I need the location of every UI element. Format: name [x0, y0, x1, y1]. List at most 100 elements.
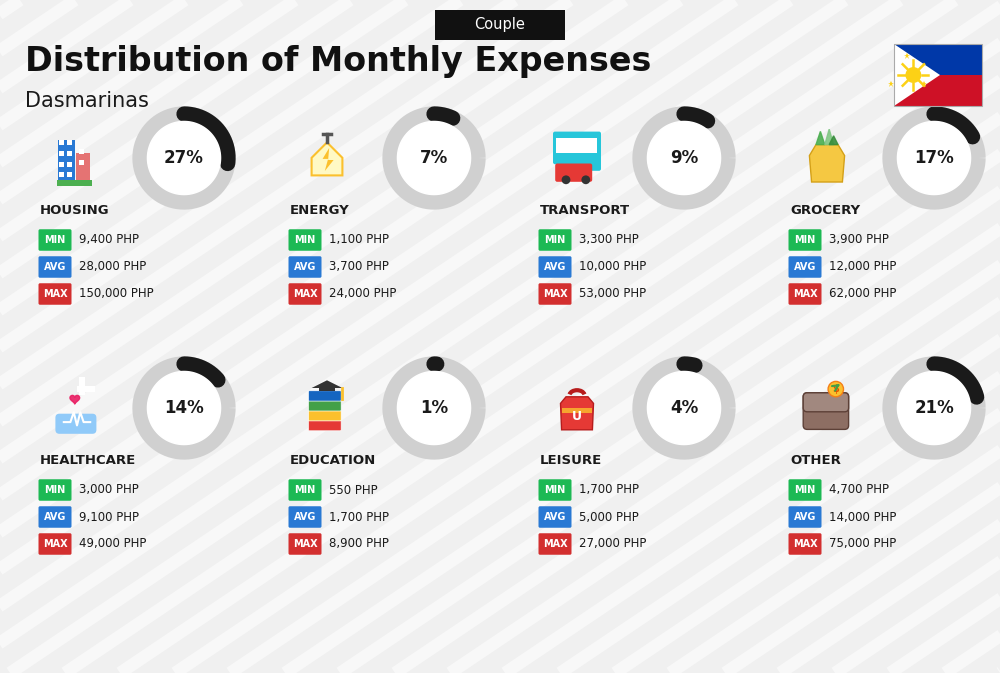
FancyBboxPatch shape	[55, 414, 96, 434]
FancyBboxPatch shape	[789, 229, 822, 251]
FancyBboxPatch shape	[562, 408, 592, 413]
Text: AVG: AVG	[794, 512, 816, 522]
Text: MIN: MIN	[294, 235, 316, 245]
Text: 3,000 PHP: 3,000 PHP	[79, 483, 139, 497]
FancyBboxPatch shape	[538, 506, 572, 528]
Text: 150,000 PHP: 150,000 PHP	[79, 287, 154, 301]
Text: MAX: MAX	[543, 539, 567, 549]
Text: 27,000 PHP: 27,000 PHP	[579, 538, 646, 551]
Text: LEISURE: LEISURE	[540, 454, 602, 466]
FancyBboxPatch shape	[38, 229, 72, 251]
Polygon shape	[894, 75, 982, 106]
Text: 4,700 PHP: 4,700 PHP	[829, 483, 889, 497]
FancyBboxPatch shape	[789, 479, 822, 501]
Polygon shape	[825, 129, 834, 145]
FancyBboxPatch shape	[67, 151, 72, 156]
Polygon shape	[312, 143, 342, 176]
FancyBboxPatch shape	[553, 132, 601, 164]
FancyBboxPatch shape	[789, 256, 822, 278]
Text: 28,000 PHP: 28,000 PHP	[79, 260, 146, 273]
Text: 75,000 PHP: 75,000 PHP	[829, 538, 896, 551]
Polygon shape	[312, 380, 342, 388]
FancyBboxPatch shape	[59, 151, 64, 156]
Text: $: $	[832, 384, 839, 394]
FancyBboxPatch shape	[288, 229, 322, 251]
FancyBboxPatch shape	[803, 393, 849, 412]
Circle shape	[581, 176, 590, 184]
Polygon shape	[894, 44, 940, 106]
Text: 3,300 PHP: 3,300 PHP	[579, 234, 639, 246]
Text: 12,000 PHP: 12,000 PHP	[829, 260, 896, 273]
Text: 53,000 PHP: 53,000 PHP	[579, 287, 646, 301]
Text: AVG: AVG	[544, 512, 566, 522]
Polygon shape	[147, 371, 221, 445]
FancyBboxPatch shape	[308, 400, 341, 411]
FancyBboxPatch shape	[579, 156, 601, 171]
Text: 1,100 PHP: 1,100 PHP	[329, 234, 389, 246]
Text: 4%: 4%	[670, 399, 698, 417]
Text: Dasmarinas: Dasmarinas	[25, 91, 149, 111]
Text: AVG: AVG	[794, 262, 816, 272]
Text: OTHER: OTHER	[790, 454, 841, 466]
Text: AVG: AVG	[44, 262, 66, 272]
FancyBboxPatch shape	[435, 10, 565, 40]
Text: MIN: MIN	[544, 485, 566, 495]
Text: 49,000 PHP: 49,000 PHP	[79, 538, 146, 551]
FancyBboxPatch shape	[59, 140, 64, 145]
FancyBboxPatch shape	[538, 256, 572, 278]
FancyBboxPatch shape	[67, 172, 72, 177]
Text: MIN: MIN	[794, 235, 816, 245]
Polygon shape	[897, 371, 971, 445]
Text: U: U	[572, 410, 582, 423]
Text: GROCERY: GROCERY	[790, 203, 860, 217]
Text: 14,000 PHP: 14,000 PHP	[829, 511, 896, 524]
Text: MIN: MIN	[794, 485, 816, 495]
Circle shape	[562, 176, 570, 184]
Text: 8,900 PHP: 8,900 PHP	[329, 538, 389, 551]
FancyBboxPatch shape	[319, 386, 335, 390]
Polygon shape	[147, 121, 221, 194]
Text: MAX: MAX	[43, 539, 67, 549]
Text: Distribution of Monthly Expenses: Distribution of Monthly Expenses	[25, 44, 651, 77]
Text: MAX: MAX	[293, 539, 317, 549]
Text: 1,700 PHP: 1,700 PHP	[579, 483, 639, 497]
Polygon shape	[647, 371, 721, 445]
Text: HEALTHCARE: HEALTHCARE	[40, 454, 136, 466]
Text: 3,900 PHP: 3,900 PHP	[829, 234, 889, 246]
Text: 7%: 7%	[420, 149, 448, 167]
Polygon shape	[829, 136, 838, 145]
Text: 14%: 14%	[164, 399, 204, 417]
Polygon shape	[323, 148, 334, 171]
Circle shape	[828, 382, 844, 397]
Text: Couple: Couple	[475, 17, 525, 32]
FancyBboxPatch shape	[38, 506, 72, 528]
FancyBboxPatch shape	[308, 421, 341, 431]
Text: 17%: 17%	[914, 149, 954, 167]
FancyBboxPatch shape	[556, 138, 572, 153]
FancyBboxPatch shape	[538, 229, 572, 251]
Text: 9%: 9%	[670, 149, 698, 167]
Polygon shape	[906, 68, 921, 82]
FancyBboxPatch shape	[67, 162, 72, 167]
Polygon shape	[560, 397, 594, 430]
FancyBboxPatch shape	[538, 479, 572, 501]
Text: AVG: AVG	[294, 512, 316, 522]
Text: 1,700 PHP: 1,700 PHP	[329, 511, 389, 524]
Text: AVG: AVG	[544, 262, 566, 272]
Text: MAX: MAX	[293, 289, 317, 299]
FancyBboxPatch shape	[789, 506, 822, 528]
FancyBboxPatch shape	[288, 506, 322, 528]
FancyBboxPatch shape	[803, 393, 849, 429]
FancyBboxPatch shape	[59, 172, 64, 177]
Text: 21%: 21%	[914, 399, 954, 417]
FancyBboxPatch shape	[569, 138, 585, 153]
Polygon shape	[816, 131, 825, 145]
Text: 10,000 PHP: 10,000 PHP	[579, 260, 646, 273]
FancyBboxPatch shape	[555, 164, 592, 182]
FancyBboxPatch shape	[67, 140, 72, 145]
FancyBboxPatch shape	[789, 533, 822, 555]
FancyBboxPatch shape	[581, 138, 597, 153]
FancyBboxPatch shape	[38, 256, 72, 278]
FancyBboxPatch shape	[288, 283, 322, 305]
Text: ENERGY: ENERGY	[290, 203, 350, 217]
